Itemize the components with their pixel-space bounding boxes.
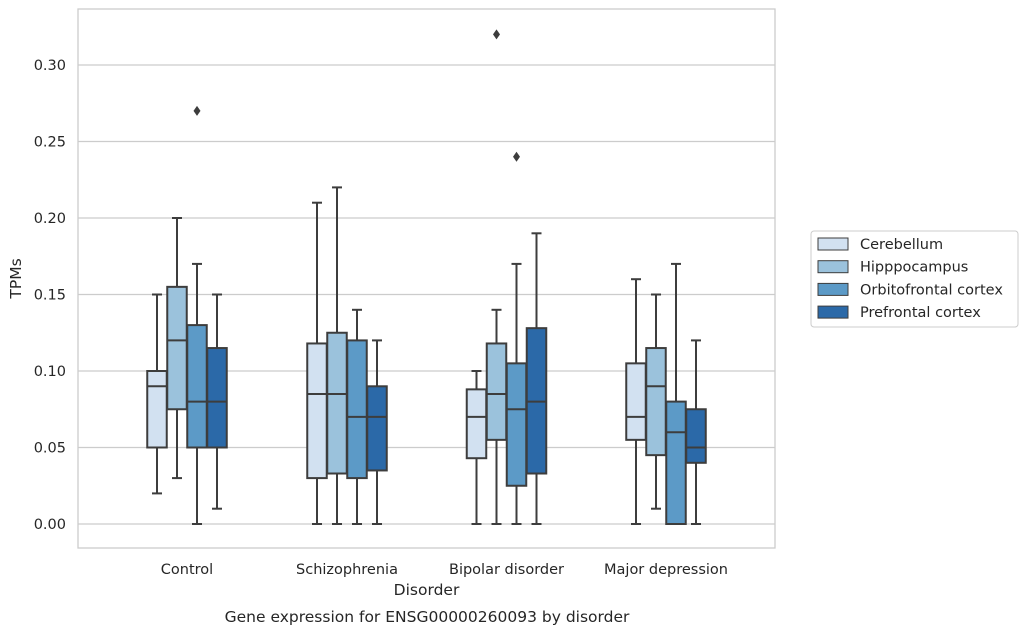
y-tick-label: 0.30 xyxy=(34,58,66,74)
legend-label: Prefrontal cortex xyxy=(860,305,981,321)
figure-caption: Gene expression for ENSG00000260093 by d… xyxy=(225,608,630,626)
x-axis-title: Disorder xyxy=(394,581,460,599)
box xyxy=(665,400,687,526)
legend-frame xyxy=(810,230,1019,328)
legend-label: Cerebellum xyxy=(860,237,943,253)
box xyxy=(186,324,208,449)
y-tick-label: 0.20 xyxy=(34,211,66,227)
box-group xyxy=(625,262,707,526)
box xyxy=(166,285,188,411)
x-tick-labels: Control Schizophrenia Bipolar disorder Majo… xyxy=(161,562,728,578)
box xyxy=(306,342,328,480)
legend-swatch xyxy=(817,282,849,296)
y-axis-title: TPMs xyxy=(7,258,25,299)
box xyxy=(146,370,168,449)
x-tick-label: Control xyxy=(161,562,213,578)
box xyxy=(505,362,528,487)
y-tick-label: 0.05 xyxy=(34,441,66,457)
box xyxy=(206,347,228,449)
box xyxy=(366,385,388,472)
box xyxy=(625,362,647,441)
box xyxy=(645,347,667,457)
plot-frame xyxy=(77,8,776,549)
y-tick-label: 0.25 xyxy=(34,135,66,151)
legend: Cerebellum Hipppocampus Orbitofrontal cort… xyxy=(810,230,1019,328)
box-group xyxy=(465,29,548,525)
plot-background xyxy=(78,9,775,548)
outlier-point xyxy=(493,29,500,40)
legend-label: Hipppocampus xyxy=(860,260,968,276)
x-tick-label: Major depression xyxy=(604,562,728,578)
outlier-point xyxy=(193,105,201,116)
box xyxy=(465,388,488,460)
legend-swatch xyxy=(817,260,849,274)
x-tick-label: Bipolar disorder xyxy=(449,562,564,578)
legend-swatch xyxy=(817,237,849,251)
legend-label: Orbitofrontal cortex xyxy=(860,282,1003,298)
box xyxy=(326,331,348,475)
y-tick-label: 0.10 xyxy=(34,364,66,380)
y-tick-labels: 0.00 0.05 0.10 0.15 0.20 0.25 0.30 xyxy=(34,58,66,533)
outlier-point xyxy=(513,151,520,162)
box-group xyxy=(146,105,228,525)
y-tick-label: 0.00 xyxy=(34,517,66,533)
box xyxy=(485,342,508,441)
legend-swatch xyxy=(817,305,849,319)
box xyxy=(346,339,368,480)
box xyxy=(685,408,707,464)
y-tick-label: 0.15 xyxy=(34,288,66,304)
x-tick-label: Schizophrenia xyxy=(296,562,398,578)
box-groups xyxy=(146,29,707,526)
box-group xyxy=(306,186,388,525)
